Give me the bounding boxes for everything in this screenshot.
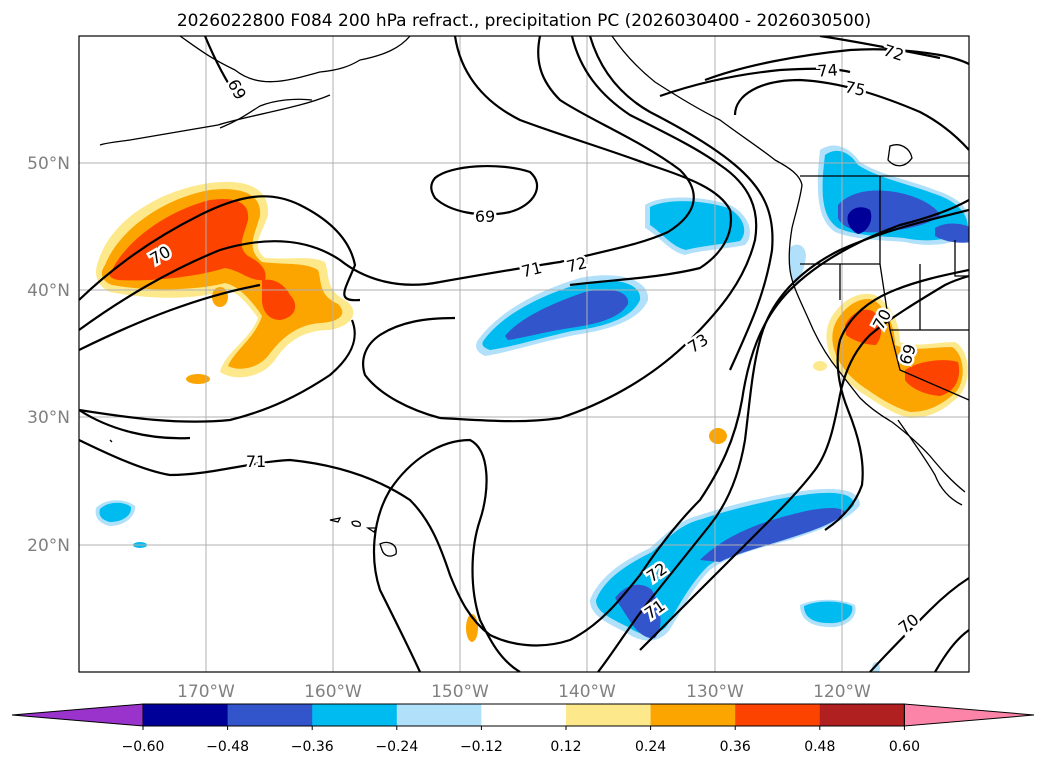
colorbar-extend-high [903, 703, 1035, 727]
lat-tick-labels: 50°N 40°N 30°N 20°N [27, 154, 70, 556]
map-frame [78, 35, 970, 673]
isoline-72-south [597, 208, 969, 672]
colorbar-label: 0.24 [635, 739, 666, 755]
contour-label: 71 [246, 452, 266, 471]
colorbar-segment [566, 704, 652, 726]
precip-shading [95, 145, 969, 672]
lat-tick-label: 40°N [27, 281, 70, 301]
colorbar-segment [143, 704, 229, 726]
colorbar-outline [142, 703, 905, 727]
lon-tick-label: 140°W [558, 682, 616, 702]
contour-label: 74 [817, 60, 839, 80]
lon-tick-label: 130°W [686, 682, 744, 702]
isoline-75 [733, 78, 969, 151]
lon-tick-label: 170°W [177, 682, 235, 702]
isoline-70-se [869, 577, 969, 672]
colorbar-segment [312, 704, 398, 726]
coast-bc [611, 36, 966, 493]
colorbar-label: 0.36 [720, 739, 751, 755]
colorbar-extend-low [11, 703, 144, 727]
lon-tick-label: 150°W [431, 682, 489, 702]
colorbar-segment [227, 704, 313, 726]
colorbar-label: −0.60 [122, 739, 165, 755]
map-area: 69 69 70 70 70 71 71 71 72 72 72 73 74 7… [79, 36, 969, 672]
contour-label: 69 [475, 207, 495, 226]
colorbar-label: −0.48 [206, 739, 249, 755]
lat-tick-label: 20°N [27, 536, 70, 556]
lat-tick-label: 30°N [27, 408, 70, 428]
colorbar-segment [650, 704, 736, 726]
lat-tick-label: 50°N [27, 154, 70, 174]
border-states [800, 176, 969, 401]
colorbar: −0.60 −0.48 −0.36 −0.24 −0.12 0.12 0.24 0.36 0.4… [11, 703, 1035, 755]
isoline-71-south [79, 199, 969, 647]
lon-tick-labels: 170°W 160°W 150°W 140°W 130°W 120°W [177, 682, 871, 702]
isoline-72-north [453, 36, 733, 287]
graticule [79, 36, 969, 672]
lon-tick-label: 160°W [304, 682, 362, 702]
isoline-69-nw [203, 36, 239, 99]
colorbar-label: 0.48 [804, 739, 835, 755]
colorbar-label: −0.36 [291, 739, 334, 755]
colorbar-label: 0.12 [550, 739, 581, 755]
isoline-69-closed [430, 165, 539, 216]
colorbar-label: −0.24 [375, 739, 418, 755]
figure-title: 2026022800 F084 200 hPa refract., precip… [177, 11, 871, 31]
colorbar-label: 0.60 [889, 739, 920, 755]
lon-tick-label: 120°W [813, 682, 871, 702]
colorbar-segment [481, 704, 567, 726]
colorbar-segment [819, 704, 905, 726]
isoline-74 [659, 67, 851, 98]
colorbar-segment [396, 704, 482, 726]
isolines [79, 36, 969, 672]
colorbar-label: −0.12 [460, 739, 503, 755]
colorbar-segment [735, 704, 821, 726]
